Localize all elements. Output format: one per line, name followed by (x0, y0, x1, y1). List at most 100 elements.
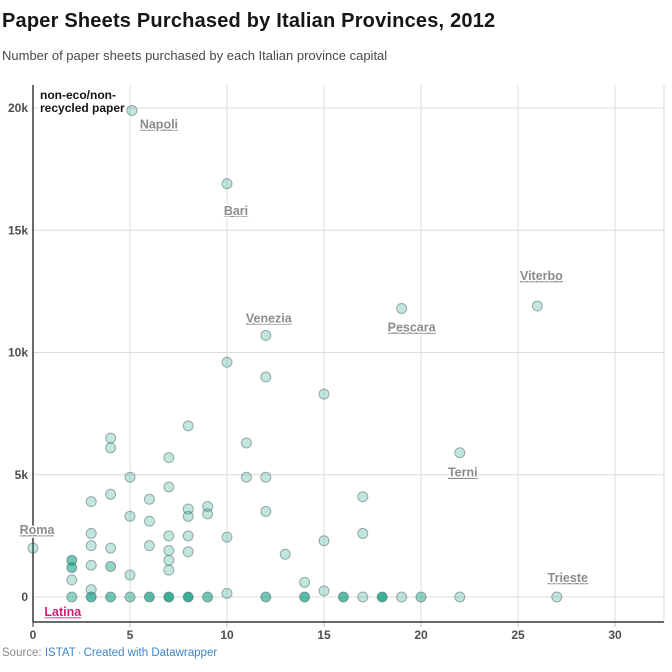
data-point[interactable] (66, 562, 78, 574)
data-point[interactable] (163, 554, 175, 566)
data-point[interactable] (182, 530, 194, 542)
data-point[interactable] (105, 591, 117, 603)
data-point[interactable] (299, 576, 311, 588)
data-point[interactable] (357, 527, 369, 539)
data-point[interactable] (240, 471, 252, 483)
data-point[interactable] (260, 591, 272, 603)
data-point[interactable] (85, 540, 97, 552)
x-tick-label: 25 (511, 628, 525, 642)
data-point[interactable] (299, 591, 311, 603)
point-label: Viterbo (520, 269, 563, 283)
data-point[interactable] (318, 388, 330, 400)
data-point[interactable] (126, 104, 138, 116)
data-point[interactable] (105, 442, 117, 454)
data-point[interactable] (318, 585, 330, 597)
data-point[interactable] (124, 471, 136, 483)
data-point[interactable] (163, 530, 175, 542)
data-point[interactable] (531, 300, 543, 312)
data-point[interactable] (240, 437, 252, 449)
point-label: Pescara (388, 320, 437, 334)
y-tick-label: 0 (21, 590, 28, 604)
point-label: Latina (44, 605, 82, 619)
data-point[interactable] (454, 447, 466, 459)
y-axis-title: recycled paper (40, 101, 125, 115)
data-point[interactable] (105, 560, 117, 572)
datawrapper-credit-link[interactable]: Created with Datawrapper (83, 647, 218, 659)
data-point[interactable] (105, 488, 117, 500)
data-point[interactable] (182, 591, 194, 603)
data-point[interactable] (260, 505, 272, 517)
x-tick-label: 15 (317, 628, 331, 642)
data-point[interactable] (279, 548, 291, 560)
source-link[interactable]: ISTAT (44, 647, 76, 659)
data-point[interactable] (221, 178, 233, 190)
data-point[interactable] (143, 515, 155, 527)
data-point[interactable] (124, 510, 136, 522)
point-label: Trieste (548, 571, 588, 585)
data-point[interactable] (396, 591, 408, 603)
point-label: Roma (20, 523, 56, 537)
data-point[interactable] (85, 527, 97, 539)
data-point[interactable] (202, 508, 214, 520)
data-point[interactable] (454, 591, 466, 603)
data-point[interactable] (143, 540, 155, 552)
data-point[interactable] (105, 432, 117, 444)
data-point[interactable] (105, 542, 117, 554)
data-point[interactable] (124, 591, 136, 603)
data-point[interactable] (260, 471, 272, 483)
data-point[interactable] (182, 420, 194, 432)
source-label: Source: (2, 647, 42, 659)
data-point[interactable] (221, 587, 233, 599)
data-point[interactable] (182, 546, 194, 558)
data-point[interactable] (357, 491, 369, 503)
point-label: Napoli (140, 117, 178, 131)
data-point[interactable] (182, 503, 194, 515)
y-tick-label: 10k (8, 346, 28, 360)
x-tick-label: 10 (220, 628, 234, 642)
data-point[interactable] (551, 591, 563, 603)
data-point[interactable] (318, 535, 330, 547)
data-point[interactable] (337, 591, 349, 603)
data-point[interactable] (357, 591, 369, 603)
data-point[interactable] (415, 591, 427, 603)
point-label: Venezia (246, 311, 293, 325)
x-tick-label: 0 (30, 628, 37, 642)
x-tick-label: 20 (414, 628, 428, 642)
data-point[interactable] (163, 452, 175, 464)
data-point[interactable] (66, 574, 78, 586)
data-point[interactable] (260, 371, 272, 383)
data-point[interactable] (124, 569, 136, 581)
y-tick-label: 20k (8, 101, 28, 115)
data-point[interactable] (163, 591, 175, 603)
data-point[interactable] (163, 481, 175, 493)
data-point[interactable] (85, 591, 97, 603)
y-axis-title: non-eco/non- (40, 88, 116, 102)
point-label: Bari (224, 204, 248, 218)
point-label: Terni (448, 466, 478, 480)
data-point[interactable] (85, 496, 97, 508)
data-point[interactable] (202, 501, 214, 513)
data-point[interactable] (66, 591, 78, 603)
data-point[interactable] (27, 542, 39, 554)
x-tick-label: 30 (608, 628, 622, 642)
data-point[interactable] (163, 545, 175, 557)
data-point[interactable] (396, 302, 408, 314)
data-point[interactable] (143, 591, 155, 603)
source-line: Source: ISTAT · Created with Datawrapper (2, 647, 217, 659)
data-point[interactable] (221, 356, 233, 368)
data-point[interactable] (182, 510, 194, 522)
data-point[interactable] (260, 329, 272, 341)
y-tick-label: 15k (8, 223, 28, 237)
y-tick-label: 5k (15, 468, 29, 482)
data-point[interactable] (163, 564, 175, 576)
data-point[interactable] (85, 559, 97, 571)
data-point[interactable] (202, 591, 214, 603)
data-point[interactable] (221, 531, 233, 543)
x-tick-label: 5 (127, 628, 134, 642)
data-point[interactable] (143, 493, 155, 505)
data-point[interactable] (376, 591, 388, 603)
page-title: Paper Sheets Purchased by Italian Provin… (2, 10, 496, 32)
chart-subtitle: Number of paper sheets purchased by each… (2, 48, 388, 63)
